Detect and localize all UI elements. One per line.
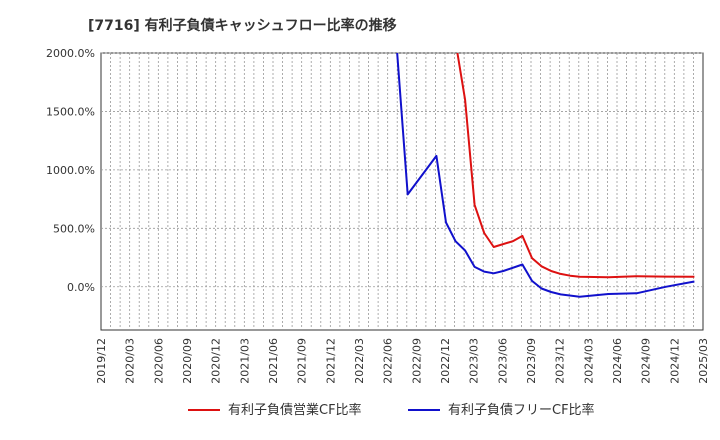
x-axis-ticks: 2019/12 2020/03 2020/06 2020/09 2020/12 2021/…: [95, 338, 710, 384]
x-tick-label: 2024/06: [611, 338, 624, 384]
x-tick-label: 2023/03: [468, 338, 481, 384]
x-tick-label: 2022/06: [382, 338, 395, 384]
chart-title: [7716] 有利子負債キャッシュフロー比率の推移: [88, 17, 397, 34]
plot-area: [100, 52, 704, 331]
x-tick-label: 2024/09: [640, 338, 653, 384]
series-line-1: [456, 53, 695, 279]
legend-label-2: 有利子負債フリーCF比率: [448, 402, 595, 418]
x-tick-label: 2019/12: [95, 338, 108, 384]
x-tick-label: 2021/12: [324, 338, 337, 384]
x-tick-label: 2020/03: [124, 338, 137, 384]
series-line-2: [396, 53, 695, 298]
x-tick-label: 2023/06: [496, 338, 509, 384]
x-tick-label: 2021/06: [267, 338, 280, 384]
y-axis-ticks: 0.0% 500.0% 1000.0% 1500.0% 2000.0%: [46, 47, 95, 294]
x-tick-label: 2022/12: [439, 338, 452, 384]
series-layer: [396, 53, 695, 298]
y-tick-label: 1000.0%: [46, 164, 95, 177]
y-tick-label: 500.0%: [53, 222, 95, 235]
x-tick-label: 2021/09: [296, 338, 309, 384]
legend: 有利子負債営業CF比率 有利子負債フリーCF比率: [188, 402, 595, 418]
y-tick-label: 1500.0%: [46, 105, 95, 118]
grid-layer: [101, 52, 703, 330]
x-tick-label: 2024/03: [582, 338, 595, 384]
x-tick-label: 2022/09: [410, 338, 423, 384]
y-tick-label: 0.0%: [67, 281, 95, 294]
x-tick-label: 2022/03: [353, 338, 366, 384]
x-tick-label: 2021/03: [238, 338, 251, 384]
legend-label-1: 有利子負債営業CF比率: [228, 402, 362, 418]
x-tick-label: 2020/09: [181, 338, 194, 384]
x-tick-label: 2025/03: [697, 338, 710, 384]
x-tick-label: 2023/12: [554, 338, 567, 384]
y-tick-label: 2000.0%: [46, 47, 95, 60]
x-tick-label: 2024/12: [668, 338, 681, 384]
x-tick-label: 2023/09: [525, 338, 538, 384]
x-tick-label: 2020/06: [152, 338, 165, 384]
x-tick-label: 2020/12: [210, 338, 223, 384]
